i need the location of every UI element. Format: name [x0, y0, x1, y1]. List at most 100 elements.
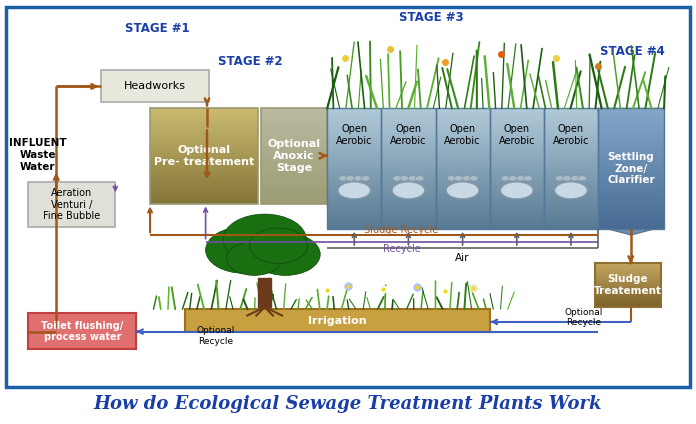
FancyBboxPatch shape	[150, 147, 258, 150]
FancyBboxPatch shape	[594, 300, 661, 301]
FancyBboxPatch shape	[544, 133, 598, 137]
FancyBboxPatch shape	[544, 120, 598, 125]
FancyBboxPatch shape	[261, 165, 327, 169]
Text: STAGE #1: STAGE #1	[125, 22, 189, 35]
Ellipse shape	[338, 182, 370, 199]
FancyBboxPatch shape	[544, 217, 598, 221]
FancyBboxPatch shape	[544, 165, 598, 169]
FancyBboxPatch shape	[261, 191, 327, 194]
Text: Open
Aerobic: Open Aerobic	[444, 124, 481, 146]
FancyBboxPatch shape	[490, 197, 544, 201]
FancyBboxPatch shape	[381, 185, 436, 189]
FancyBboxPatch shape	[594, 273, 661, 275]
FancyBboxPatch shape	[150, 124, 258, 128]
FancyBboxPatch shape	[594, 304, 661, 306]
FancyBboxPatch shape	[544, 125, 598, 128]
Circle shape	[516, 176, 525, 181]
Text: Sludge
Treatement: Sludge Treatement	[594, 274, 662, 296]
Circle shape	[251, 233, 320, 276]
FancyBboxPatch shape	[544, 201, 598, 205]
FancyBboxPatch shape	[381, 145, 436, 148]
Text: Optional
Recycle: Optional Recycle	[197, 326, 235, 346]
FancyBboxPatch shape	[327, 181, 381, 185]
FancyBboxPatch shape	[490, 112, 544, 117]
FancyBboxPatch shape	[381, 156, 436, 161]
FancyBboxPatch shape	[327, 217, 381, 221]
FancyBboxPatch shape	[261, 143, 327, 147]
FancyBboxPatch shape	[544, 177, 598, 181]
FancyBboxPatch shape	[327, 148, 381, 153]
FancyBboxPatch shape	[490, 181, 544, 185]
FancyBboxPatch shape	[598, 209, 664, 213]
FancyBboxPatch shape	[436, 141, 490, 145]
FancyBboxPatch shape	[150, 150, 258, 153]
FancyBboxPatch shape	[594, 282, 661, 283]
Circle shape	[447, 176, 456, 181]
FancyBboxPatch shape	[184, 309, 491, 332]
FancyBboxPatch shape	[436, 128, 490, 133]
FancyBboxPatch shape	[594, 264, 661, 266]
Circle shape	[508, 176, 517, 181]
FancyBboxPatch shape	[327, 205, 381, 209]
FancyBboxPatch shape	[490, 128, 544, 133]
FancyBboxPatch shape	[381, 109, 436, 112]
Text: Open
Aerobic: Open Aerobic	[336, 124, 372, 146]
FancyBboxPatch shape	[544, 169, 598, 173]
FancyBboxPatch shape	[490, 120, 544, 125]
FancyBboxPatch shape	[490, 148, 544, 153]
FancyBboxPatch shape	[436, 217, 490, 221]
FancyBboxPatch shape	[436, 145, 490, 148]
FancyBboxPatch shape	[490, 156, 544, 161]
FancyBboxPatch shape	[381, 153, 436, 156]
FancyBboxPatch shape	[327, 169, 381, 173]
FancyBboxPatch shape	[598, 156, 664, 161]
FancyBboxPatch shape	[327, 120, 381, 125]
FancyBboxPatch shape	[381, 197, 436, 201]
FancyBboxPatch shape	[150, 137, 258, 140]
FancyBboxPatch shape	[544, 193, 598, 197]
FancyBboxPatch shape	[594, 297, 661, 298]
FancyBboxPatch shape	[436, 201, 490, 205]
FancyBboxPatch shape	[490, 133, 544, 137]
FancyBboxPatch shape	[381, 120, 436, 125]
FancyBboxPatch shape	[436, 189, 490, 193]
FancyBboxPatch shape	[436, 205, 490, 209]
FancyBboxPatch shape	[150, 172, 258, 175]
FancyBboxPatch shape	[327, 225, 381, 229]
FancyBboxPatch shape	[598, 161, 664, 165]
FancyBboxPatch shape	[598, 201, 664, 205]
Circle shape	[571, 176, 580, 181]
Text: Air: Air	[455, 254, 470, 263]
FancyBboxPatch shape	[102, 70, 209, 102]
FancyBboxPatch shape	[327, 133, 381, 137]
Text: INFLUENT
Waste
Water: INFLUENT Waste Water	[9, 138, 67, 172]
FancyBboxPatch shape	[544, 209, 598, 213]
FancyBboxPatch shape	[436, 197, 490, 201]
FancyBboxPatch shape	[150, 194, 258, 197]
FancyBboxPatch shape	[150, 143, 258, 147]
Text: Aeration
Venturi /
Fine Bubble: Aeration Venturi / Fine Bubble	[43, 188, 100, 221]
FancyBboxPatch shape	[327, 165, 381, 169]
Text: Irrigation: Irrigation	[308, 316, 367, 326]
FancyBboxPatch shape	[436, 165, 490, 169]
FancyBboxPatch shape	[381, 193, 436, 197]
FancyBboxPatch shape	[436, 109, 490, 112]
Circle shape	[354, 176, 363, 181]
FancyBboxPatch shape	[150, 201, 258, 204]
FancyBboxPatch shape	[261, 172, 327, 175]
Circle shape	[226, 242, 282, 276]
Text: Open
Aerobic: Open Aerobic	[498, 124, 535, 146]
FancyBboxPatch shape	[598, 165, 664, 169]
FancyBboxPatch shape	[436, 221, 490, 225]
FancyBboxPatch shape	[598, 109, 664, 112]
FancyBboxPatch shape	[327, 145, 381, 148]
FancyBboxPatch shape	[598, 128, 664, 133]
FancyBboxPatch shape	[381, 125, 436, 128]
FancyBboxPatch shape	[261, 121, 327, 124]
Circle shape	[469, 176, 478, 181]
FancyBboxPatch shape	[150, 162, 258, 165]
FancyBboxPatch shape	[436, 117, 490, 120]
FancyBboxPatch shape	[598, 221, 664, 225]
Ellipse shape	[555, 182, 587, 199]
FancyBboxPatch shape	[327, 137, 381, 141]
